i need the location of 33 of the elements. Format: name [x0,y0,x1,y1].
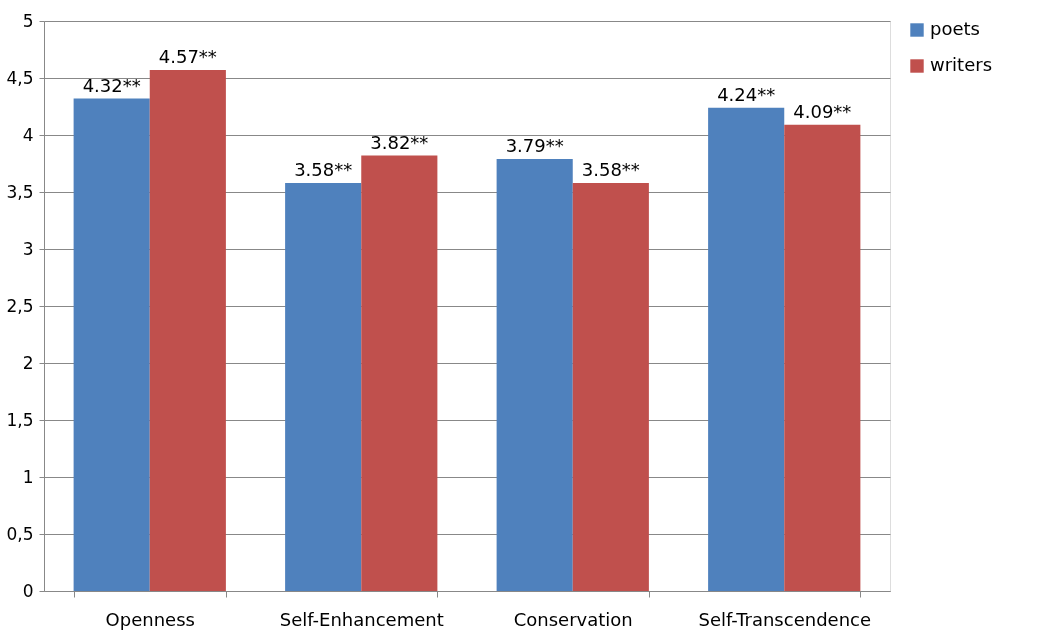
bar [572,182,649,591]
data-label: 3.82** [370,131,429,153]
y-tick-label: 5 [22,10,34,31]
bar [784,124,861,591]
data-label: 4.24** [717,83,776,105]
y-tick-label: 4 [22,124,34,145]
bar [285,182,362,591]
bar [361,155,438,591]
x-tick-label: Self-Transcendence [698,608,872,630]
legend-label: writers [930,54,993,75]
data-label: 3.58** [581,158,640,180]
data-label: 4.32** [82,74,141,96]
y-tick-label: 2 [22,352,34,373]
y-tick-label: 3,5 [6,181,34,202]
legend-label: poets [930,18,980,39]
data-label: 4.57** [158,46,217,68]
y-tick-label: 4,5 [6,67,34,88]
x-tick-label: Conservation [513,608,633,630]
data-label: 4.09** [793,100,852,122]
y-tick-label: 3 [22,238,34,259]
y-tick-label: 2,5 [6,295,34,316]
bar [149,70,226,591]
x-tick-label: Self-Enhancement [279,608,444,630]
bar [496,158,573,591]
y-tick-label: 1,5 [6,409,34,430]
bar [708,107,785,591]
y-tick-label: 0,5 [6,523,34,544]
bar [73,98,150,591]
data-label: 3.79** [505,134,564,156]
y-tick-label: 1 [22,466,34,487]
y-tick-label: 0 [22,580,34,601]
x-tick-label: Openness [105,608,195,630]
data-label: 3.58** [294,158,353,180]
